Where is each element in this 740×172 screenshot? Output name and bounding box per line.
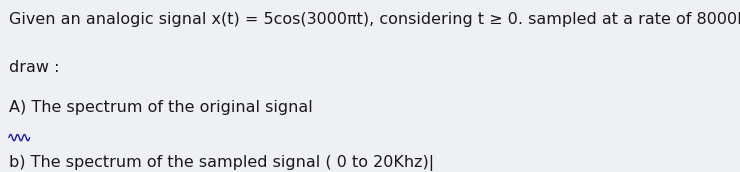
- Text: Given an analogic signal x(t) = 5cos(3000πt), considering t ≥ 0. sampled at a ra: Given an analogic signal x(t) = 5cos(300…: [9, 12, 740, 27]
- Text: b) The spectrum of the sampled signal ( 0 to 20Khz)|: b) The spectrum of the sampled signal ( …: [9, 155, 434, 171]
- Text: draw :: draw :: [9, 60, 59, 75]
- Text: A) The spectrum of the original signal: A) The spectrum of the original signal: [9, 100, 312, 115]
